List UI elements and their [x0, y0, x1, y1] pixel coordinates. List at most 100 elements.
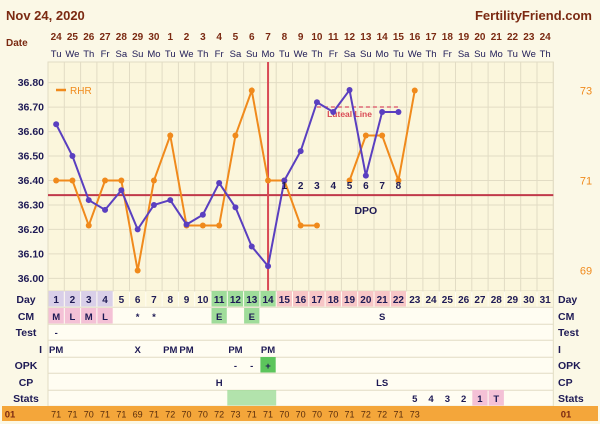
right-row-label-test: Test: [558, 327, 579, 339]
day-cell: [130, 291, 146, 307]
rhr-point: [248, 87, 255, 94]
rhr-row-value: 73: [230, 410, 240, 420]
rhr-point: [199, 222, 206, 229]
rhr-row-value: 70: [84, 410, 94, 420]
date-label: 24: [540, 32, 552, 43]
cycle-day-label: 12: [230, 295, 242, 306]
cm-value-bg: [81, 308, 97, 324]
day-cell: [48, 291, 64, 307]
rhr-row-value: 71: [67, 410, 77, 420]
rhr-row-right-label: 01: [561, 410, 572, 421]
cm-value: *: [136, 312, 140, 323]
luteal-line-label: Luteal Line: [327, 109, 372, 119]
rhr-row-label: 01: [5, 410, 16, 421]
day-cell: [178, 291, 195, 307]
weekday-label: Th: [311, 49, 322, 60]
temp-point: [216, 179, 223, 186]
rhr-row-value: 72: [377, 410, 387, 420]
day-cell: [325, 291, 341, 307]
weekday-label: Mo: [490, 49, 503, 60]
day-cell: [146, 291, 162, 307]
rhr-point: [53, 177, 60, 184]
date-label: 3: [200, 32, 206, 43]
cycle-day-label: 8: [167, 295, 173, 306]
right-row-label-day: Day: [558, 294, 577, 306]
y-tick-label: 36.20: [18, 224, 44, 236]
row-label-cm: CM: [18, 311, 35, 323]
temp-point: [102, 206, 109, 213]
weekday-label: Fr: [443, 49, 452, 60]
temp-point: [118, 187, 125, 194]
opk-value: -: [234, 361, 237, 372]
y-tick-label: 36.70: [18, 102, 44, 114]
day-cell: [276, 291, 292, 307]
rhr-tick-label: 69: [580, 266, 592, 278]
date-label: 23: [523, 32, 535, 43]
cycle-day-label: 6: [135, 295, 141, 306]
temp-point: [330, 109, 337, 116]
right-row-label-cp: CP: [558, 377, 573, 389]
temp-line: [55, 87, 399, 269]
row-label-test: Test: [16, 327, 37, 339]
dpo-number: 7: [379, 181, 385, 192]
temp-point: [265, 263, 272, 270]
y-tick-label: 36.80: [18, 77, 44, 89]
date-label: 26: [83, 32, 95, 43]
temp-point: [69, 153, 76, 160]
weekday-label: Mo: [376, 49, 389, 60]
rhr-point: [150, 177, 157, 184]
weekday-label: Mo: [147, 49, 160, 60]
rhr-point: [216, 222, 223, 229]
date-label: 20: [474, 32, 486, 43]
date-label: 28: [116, 32, 128, 43]
date-label: 6: [249, 32, 255, 43]
cycle-day-label: 16: [295, 295, 307, 306]
temp-point: [134, 226, 141, 233]
date-label: 2: [184, 32, 190, 43]
cycle-day-label: 1: [53, 295, 59, 306]
rhr-point: [395, 177, 402, 184]
date-label: 11: [328, 32, 339, 43]
dpo-number: 3: [314, 181, 320, 192]
day-cell: [407, 291, 423, 307]
date-label: 21: [491, 32, 503, 43]
cycle-day-label: 15: [279, 295, 291, 306]
cycle-day-label: 28: [491, 295, 503, 306]
weekday-label: Tu: [51, 49, 62, 60]
rhr-point: [167, 132, 174, 139]
rhr-legend-label: RHR: [70, 86, 92, 97]
day-cell: [244, 291, 260, 307]
date-label: 9: [298, 32, 304, 43]
date-label: 4: [216, 32, 222, 43]
test-value: -: [55, 328, 58, 339]
date-label: 25: [67, 32, 79, 43]
date-label: 24: [51, 32, 63, 43]
rhr-point: [313, 222, 320, 229]
rhr-point: [69, 177, 76, 184]
weekday-label: We: [522, 49, 536, 60]
temp-point: [281, 177, 288, 184]
rhr-point: [102, 177, 109, 184]
date-label: 13: [360, 32, 372, 43]
temp-point: [199, 211, 206, 218]
cycle-day-label: 22: [393, 295, 405, 306]
day-cell: [504, 291, 521, 307]
rhr-row-value: 71: [345, 410, 355, 420]
date-label: 10: [311, 32, 323, 43]
rhr-row-value: 71: [100, 410, 110, 420]
stats-value: 3: [445, 394, 450, 405]
rhr-point: [134, 267, 141, 274]
temp-point: [85, 197, 92, 204]
dpo-number: 2: [298, 181, 304, 192]
rhr-row-value: 71: [51, 410, 61, 420]
weekday-label: Tu: [507, 49, 518, 60]
weekday-label: Tu: [393, 49, 404, 60]
temp-point: [232, 204, 239, 211]
rhr-tick-label: 71: [580, 176, 592, 188]
opk-value: +: [265, 361, 271, 372]
weekday-label: We: [180, 49, 194, 60]
right-row-label-i: I: [558, 344, 561, 356]
row-label-day: Day: [16, 294, 35, 306]
fertile-band: [227, 390, 277, 406]
temp-point: [297, 148, 304, 155]
